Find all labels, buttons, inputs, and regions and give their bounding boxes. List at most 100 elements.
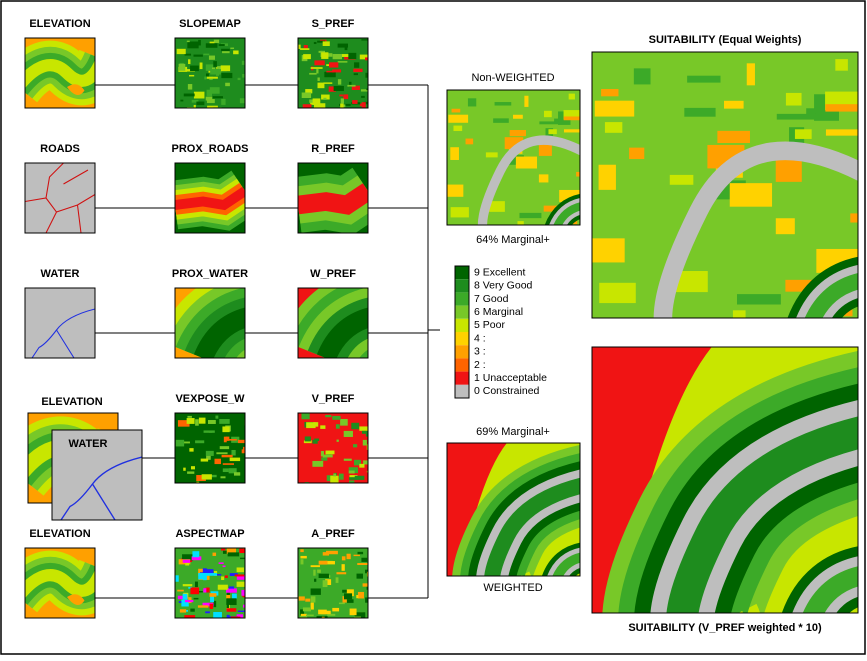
label: WATER <box>69 438 108 450</box>
legend-swatch <box>455 279 469 292</box>
patch <box>228 552 240 556</box>
patch <box>225 83 230 86</box>
patch <box>323 41 330 46</box>
patch <box>195 582 198 587</box>
patch <box>225 575 228 578</box>
map-image <box>298 413 377 488</box>
patch <box>339 474 344 480</box>
patch <box>337 440 339 442</box>
patch <box>323 98 326 100</box>
map-image <box>175 413 255 487</box>
label: V_PREF <box>312 393 355 405</box>
map-image <box>175 288 252 358</box>
patch <box>223 566 226 568</box>
patch <box>354 62 359 67</box>
patch <box>305 599 310 602</box>
patch <box>305 436 311 441</box>
legend-label: 1 Unacceptable <box>474 372 547 384</box>
patch <box>183 468 185 471</box>
patch <box>825 104 857 111</box>
patch <box>316 69 318 73</box>
patch <box>564 116 580 120</box>
bg <box>25 163 95 233</box>
patch <box>187 418 195 424</box>
patch <box>332 608 339 611</box>
patch <box>177 49 186 54</box>
patch <box>195 419 199 425</box>
patch <box>235 574 244 576</box>
map-image <box>592 347 867 640</box>
patch <box>206 573 217 576</box>
patch <box>200 63 203 70</box>
patch <box>198 605 208 607</box>
patch <box>599 283 636 303</box>
patch <box>327 561 335 564</box>
map-image <box>447 90 593 239</box>
patch <box>363 440 367 446</box>
patch <box>209 593 216 597</box>
patch <box>448 115 468 123</box>
patch <box>196 102 204 106</box>
patch <box>183 594 188 600</box>
patch <box>601 89 618 96</box>
patch <box>358 552 364 554</box>
legend-label: 8 Very Good <box>474 280 533 292</box>
label: ROADS <box>40 143 80 155</box>
legend-swatch <box>455 385 469 398</box>
patch <box>220 446 229 449</box>
map-image <box>447 443 593 589</box>
legend-label: 2 : <box>474 359 486 371</box>
patch <box>730 183 772 207</box>
legend-label: 0 Constrained <box>474 385 540 397</box>
label: PROX_ROADS <box>171 143 248 155</box>
patch <box>355 476 365 480</box>
patch <box>313 98 321 104</box>
patch <box>516 157 537 169</box>
patch <box>311 603 314 610</box>
patch <box>206 43 218 48</box>
patch <box>347 599 354 603</box>
patch <box>835 59 848 71</box>
patch <box>314 439 319 441</box>
patch <box>340 104 343 109</box>
patch <box>334 86 344 91</box>
patch <box>453 126 462 131</box>
patch <box>180 609 186 612</box>
patch <box>214 459 220 464</box>
patch <box>198 40 201 46</box>
map-image <box>298 288 375 358</box>
patch <box>191 466 195 469</box>
patch <box>187 41 190 43</box>
patch <box>222 426 229 432</box>
patch <box>216 452 227 454</box>
patch <box>311 565 320 567</box>
map-image <box>25 163 95 233</box>
patch <box>493 118 509 122</box>
patch <box>362 431 366 434</box>
patch <box>339 95 343 97</box>
map-image <box>592 52 867 345</box>
patch <box>221 49 230 51</box>
patch <box>329 62 338 67</box>
patch <box>317 570 321 573</box>
patch <box>323 455 333 458</box>
patch <box>357 574 363 579</box>
patch <box>237 567 244 572</box>
patch <box>303 54 311 59</box>
patch <box>221 73 232 78</box>
patch <box>468 98 476 106</box>
patch <box>777 114 817 120</box>
label: ELEVATION <box>41 396 102 408</box>
patch <box>229 586 234 588</box>
patch <box>198 573 207 579</box>
patch <box>238 78 241 80</box>
patch <box>221 576 224 580</box>
patch <box>299 596 305 600</box>
patch <box>338 79 341 84</box>
legend-swatch <box>455 358 469 371</box>
patch <box>353 444 357 447</box>
patch <box>325 415 331 417</box>
patch <box>208 420 216 424</box>
patch <box>215 416 218 419</box>
patch <box>219 419 229 424</box>
